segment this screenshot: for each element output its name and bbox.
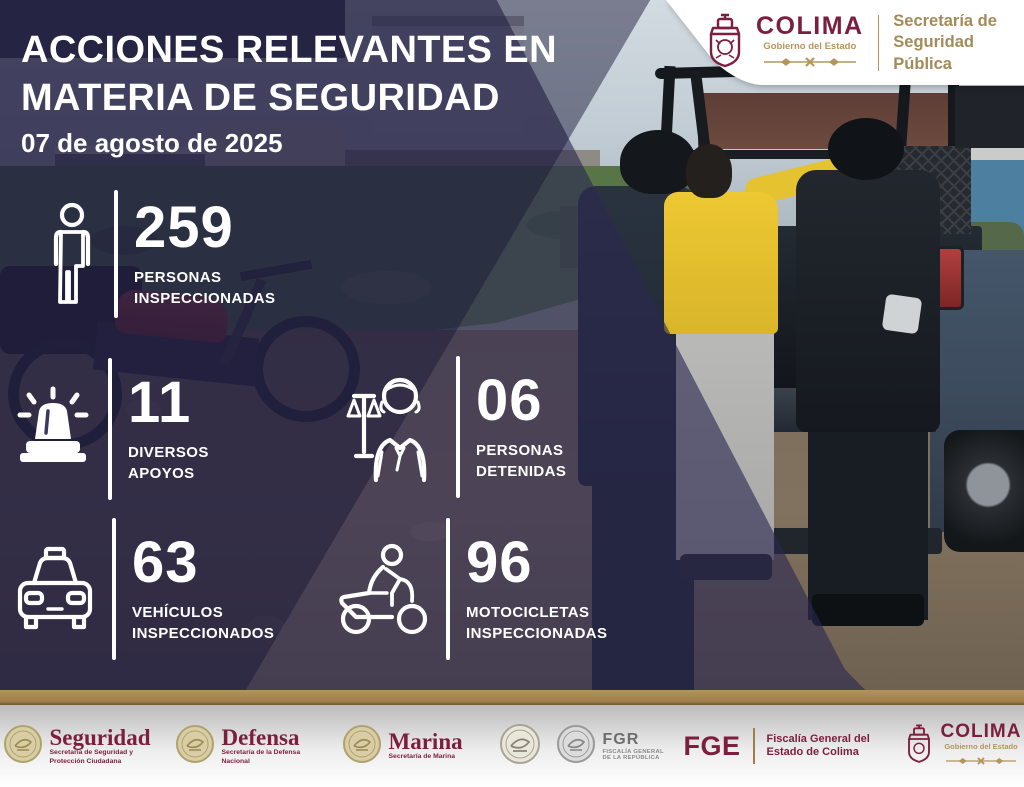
stat-divider — [108, 358, 112, 500]
car-icon — [12, 541, 98, 637]
logo-eagle-seal — [499, 723, 541, 770]
colima-shield-icon — [704, 12, 746, 75]
gold-divider-band — [0, 690, 1024, 705]
stat-divider — [114, 190, 118, 318]
page-title-line1: ACCIONES RELEVANTES EN — [21, 29, 557, 71]
colima-ornament-icon — [946, 752, 1016, 770]
header: ACCIONES RELEVANTES EN MATERIA DE SEGURI… — [21, 26, 557, 159]
stat-value: 06 — [476, 368, 543, 433]
officer-right-helmet — [828, 118, 904, 180]
logo-subtitle: Secretaría de Seguridad y Protección Ciu… — [49, 749, 134, 765]
stat-divider — [446, 518, 450, 660]
brand-banner: COLIMA Gobierno del Estado Secretaría de… — [704, 7, 1020, 79]
person-icon — [44, 202, 100, 306]
stat-label: PERSONAS DETENIDAS — [476, 442, 567, 480]
gold-eagle-seal-icon — [175, 724, 215, 769]
fge-divider — [752, 728, 755, 764]
eagle-circle-seal-icon — [499, 723, 541, 770]
motorcycle-icon — [336, 539, 432, 639]
logo-seguridad: Seguridad Secretaría de Seguridad y Prot… — [3, 724, 160, 769]
logo-name: COLIMA — [940, 721, 1022, 742]
stat-personas-inspeccionadas: 259 PERSONAS INSPECCIONADAS — [44, 190, 314, 318]
stat-label: PERSONAS INSPECCIONADAS — [134, 269, 276, 307]
officer-right-boots — [812, 594, 924, 626]
gold-eagle-seal-icon — [342, 724, 382, 769]
footer-logo-bar: Seguridad Secretaría de Seguridad y Prot… — [0, 705, 1024, 787]
logo-name: Seguridad — [49, 725, 151, 751]
stat-value: 259 — [134, 195, 234, 260]
logo-name: Marina — [388, 729, 463, 755]
logo-subtitle: Fiscalía General del Estado de Colima — [766, 732, 870, 758]
stat-vehiculos-inspeccionados: 63 VEHÍCULOS INSPECCIONADOS — [12, 518, 322, 660]
truck-rear-wheel — [944, 430, 1024, 552]
logo-colima: COLIMA Gobierno del Estado — [904, 722, 1022, 770]
truck-cage-bar — [662, 150, 962, 159]
logo-fgr: FGR FISCALÍA GENERAL DE LA REPÚBLICA — [556, 724, 669, 769]
stat-diversos-apoyos: 11 DIVERSOS APOYOS — [12, 358, 258, 500]
banner-divider — [877, 15, 880, 71]
justice-icon — [342, 368, 442, 486]
logo-marina: Marina Secretaría de Marina — [342, 724, 484, 769]
brand-state-subtitle: Gobierno del Estado — [763, 41, 857, 52]
logo-subtitle: Secretaría de la Defensa Nacional — [221, 749, 301, 765]
stat-label: VEHÍCULOS INSPECCIONADOS — [132, 604, 275, 642]
stat-motocicletas-inspeccionadas: 96 MOTOCICLETAS INSPECCIONADAS — [336, 518, 666, 660]
report-date: 07 de agosto de 2025 — [21, 127, 283, 158]
brand-state-name: COLIMA — [756, 12, 864, 40]
stat-label: MOTOCICLETAS INSPECCIONADAS — [466, 604, 608, 642]
stat-label: DIVERSOS APOYOS — [128, 444, 209, 482]
stat-divider — [456, 356, 460, 498]
stat-divider — [112, 518, 116, 660]
stat-personas-detenidas: 06 PERSONAS DETENIDAS — [342, 356, 626, 498]
colima-shield-icon — [904, 723, 934, 770]
logo-name: Defensa — [221, 725, 300, 751]
logo-defensa: Defensa Secretaría de la Defensa Naciona… — [175, 724, 327, 769]
officer-right-legs — [808, 430, 928, 620]
officer-right-badge — [881, 293, 923, 335]
logo-subtitle: Secretaría de Marina — [388, 753, 456, 761]
suspect-head — [686, 144, 732, 198]
logo-subtitle: FISCALÍA GENERAL DE LA REPÚBLICA — [602, 749, 664, 761]
siren-icon — [12, 381, 94, 477]
stat-value: 96 — [466, 530, 533, 595]
grey-eagle-seal-icon — [556, 724, 596, 769]
stat-value: 63 — [132, 530, 199, 595]
colima-ornament-icon — [763, 54, 856, 72]
logo-subtitle: Gobierno del Estado — [944, 742, 1018, 751]
officer-left-helmet — [620, 130, 696, 194]
brand-department: Secretaría de Seguridad Pública — [893, 11, 997, 73]
truck-cab-window — [955, 86, 1024, 148]
logo-fge: FGE Fiscalía General del Estado de Colim… — [684, 728, 889, 764]
page-title-line2: MATERIA DE SEGURIDAD — [21, 77, 500, 120]
logo-name: FGE — [683, 730, 741, 761]
logo-name: FGR — [602, 731, 640, 748]
suspect-yellow-shirt — [664, 192, 778, 334]
stat-value: 11 — [128, 370, 192, 435]
gold-eagle-seal-icon — [3, 724, 43, 769]
